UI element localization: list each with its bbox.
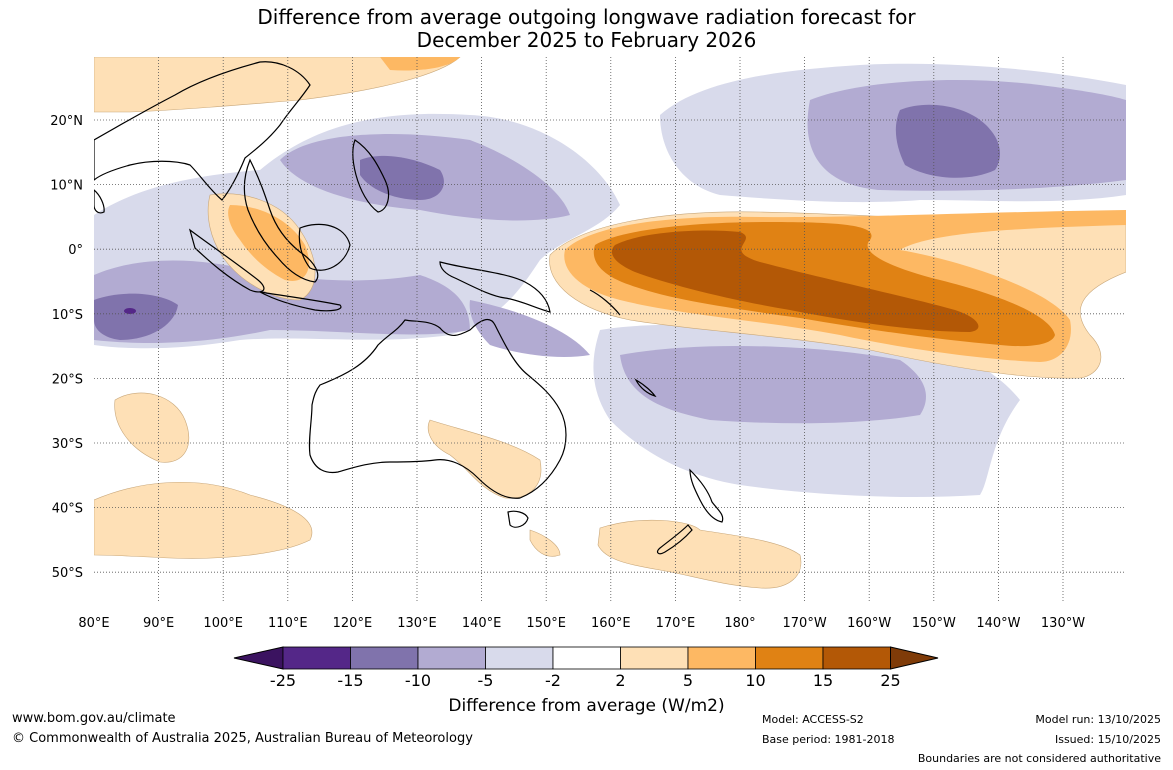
borneo-outline bbox=[298, 223, 351, 271]
longitude-label: 100°E bbox=[203, 616, 243, 631]
anomaly-dark-purple bbox=[94, 104, 1000, 340]
colorbar-segment bbox=[755, 646, 824, 670]
australia-outline bbox=[308, 318, 567, 499]
title-line-1: Difference from average outgoing longwav… bbox=[257, 5, 916, 29]
longitude-label: 150°W bbox=[912, 616, 956, 631]
latitude-label: 50°S bbox=[52, 566, 83, 581]
longitude-label: 160°E bbox=[591, 616, 631, 631]
longitude-label: 160°W bbox=[847, 616, 891, 631]
longitude-label: 140°W bbox=[976, 616, 1020, 631]
tasmania-outline bbox=[507, 510, 529, 528]
colorbar-segment bbox=[552, 646, 621, 670]
longitude-label: 170°W bbox=[783, 616, 827, 631]
colorbar-segment bbox=[822, 646, 891, 670]
longitude-label: 180° bbox=[724, 616, 755, 631]
colorbar-tick-label: 10 bbox=[745, 671, 766, 690]
colorbar-tick-label: -10 bbox=[404, 671, 432, 690]
colorbar-tick-label: -25 bbox=[269, 671, 297, 690]
latitude-label: 40°S bbox=[52, 502, 83, 517]
base-period-text: Base period: 1981-2018 bbox=[762, 733, 895, 746]
title-line-2: December 2025 to February 2026 bbox=[416, 28, 757, 52]
graticule bbox=[94, 57, 1126, 603]
latitude-labels: 20°N 10°N 0° 10°S 20°S 30°S 40°S 50°S bbox=[50, 114, 83, 581]
colorbar-tick-label: 25 bbox=[880, 671, 901, 690]
colorbar-segment bbox=[417, 646, 486, 670]
colorbar-segment bbox=[620, 646, 689, 670]
colorbar-segment bbox=[687, 646, 756, 670]
colorbar-title: Difference from average (W/m2) bbox=[448, 696, 725, 716]
longitude-label: 120°E bbox=[333, 616, 373, 631]
longitude-label: 170°E bbox=[656, 616, 696, 631]
sumatra-outline bbox=[188, 228, 265, 293]
longitude-label: 80°E bbox=[78, 616, 109, 631]
new-zealand-outline bbox=[656, 468, 724, 555]
longitude-label: 140°E bbox=[462, 616, 502, 631]
colorbar-tick-label: -5 bbox=[477, 671, 494, 690]
latitude-label: 20°N bbox=[50, 114, 83, 129]
malay-peninsula-outline bbox=[243, 158, 319, 283]
colorbar-tick-label: 2 bbox=[615, 671, 626, 690]
anomaly-deep-purple bbox=[124, 308, 136, 314]
sri-lanka-outline bbox=[94, 189, 105, 214]
longitude-label: 130°E bbox=[397, 616, 437, 631]
latitude-label: 10°S bbox=[52, 308, 83, 323]
philippines-outline bbox=[352, 139, 390, 213]
model-text: Model: ACCESS-S2 bbox=[762, 713, 864, 726]
latitude-label: 20°S bbox=[52, 372, 83, 387]
colorbar-segment bbox=[485, 646, 554, 670]
new-guinea-outline bbox=[439, 261, 551, 313]
anomaly-brown bbox=[611, 230, 979, 332]
new-caledonia-outline bbox=[634, 378, 657, 398]
asia-outline bbox=[94, 61, 311, 201]
copyright-text: © Commonwealth of Australia 2025, Austra… bbox=[12, 731, 473, 746]
colorbar-segment bbox=[282, 646, 351, 670]
latitude-label: 0° bbox=[68, 243, 83, 258]
colorbar-tick-label: -15 bbox=[337, 671, 364, 690]
colorbar-tick-label: -2 bbox=[545, 671, 561, 690]
website-link[interactable]: www.bom.gov.au/climate bbox=[12, 711, 176, 726]
longitude-labels: 80°E 90°E 100°E 110°E 120°E 130°E 140°E 150°E 16… bbox=[78, 616, 1085, 631]
solomon-islands-outline bbox=[589, 289, 621, 316]
longitude-label: 90°E bbox=[143, 616, 174, 631]
issued-text: Issued: 15/10/2025 bbox=[1054, 733, 1161, 746]
colorbar-segment bbox=[350, 646, 419, 670]
longitude-label: 110°E bbox=[268, 616, 308, 631]
longitude-label: 150°E bbox=[526, 616, 566, 631]
model-run-text: Model run: 13/10/2025 bbox=[1035, 713, 1161, 726]
colorbar-min-extend bbox=[233, 646, 284, 670]
colorbar-max-extend bbox=[890, 646, 939, 670]
anomaly-field bbox=[94, 57, 1126, 589]
latitude-label: 10°N bbox=[50, 179, 83, 194]
longitude-label: 130°W bbox=[1041, 616, 1085, 631]
colorbar-tick-label: 5 bbox=[682, 671, 694, 690]
colorbar-tick-label: 15 bbox=[812, 671, 834, 690]
colorbar bbox=[233, 646, 939, 670]
disclaimer-text: Boundaries are not considered authoritat… bbox=[917, 752, 1161, 765]
latitude-label: 30°S bbox=[52, 437, 83, 452]
